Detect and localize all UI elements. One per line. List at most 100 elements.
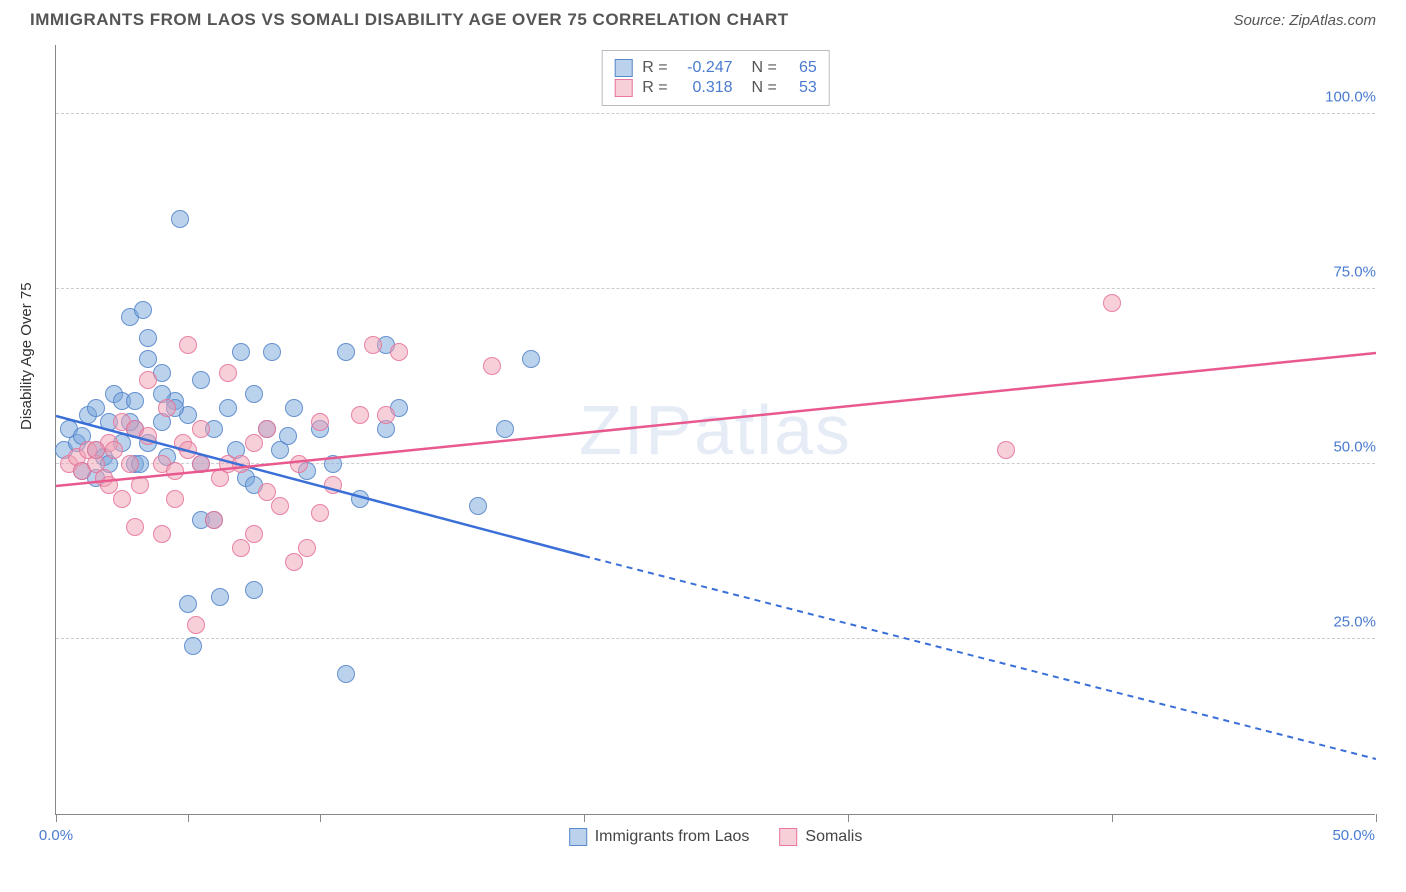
gridline (56, 113, 1375, 114)
y-tick-label: 75.0% (1329, 264, 1380, 281)
data-point (153, 525, 171, 543)
data-point (311, 504, 329, 522)
source-credit: Source: ZipAtlas.com (1233, 12, 1376, 29)
gridline (56, 463, 1375, 464)
series-legend: Immigrants from Laos Somalis (569, 828, 863, 846)
data-point (232, 455, 250, 473)
stat-n-value: 65 (787, 59, 817, 77)
data-point (100, 476, 118, 494)
data-point (205, 511, 223, 529)
data-point (87, 441, 105, 459)
data-point (245, 525, 263, 543)
data-point (351, 490, 369, 508)
data-point (232, 343, 250, 361)
data-point (469, 497, 487, 515)
stat-n-label: N = (743, 79, 777, 97)
data-point (245, 385, 263, 403)
data-point (337, 343, 355, 361)
data-point (271, 497, 289, 515)
data-point (219, 399, 237, 417)
data-point (131, 476, 149, 494)
data-point (298, 539, 316, 557)
data-point (324, 476, 342, 494)
data-point (166, 462, 184, 480)
data-point (290, 455, 308, 473)
stat-n-label: N = (743, 59, 777, 77)
data-point (364, 336, 382, 354)
data-point (258, 483, 276, 501)
y-tick-label: 100.0% (1321, 89, 1380, 106)
data-point (105, 441, 123, 459)
x-tick (1376, 814, 1377, 822)
stat-n-value: 53 (787, 79, 817, 97)
legend-item: Somalis (779, 828, 862, 846)
correlation-chart: ZIPatlas 25.0%50.0%75.0%100.0%0.0%50.0% … (55, 45, 1375, 815)
legend-label: Immigrants from Laos (595, 828, 750, 846)
x-tick (848, 814, 849, 822)
x-tick (188, 814, 189, 822)
data-point (187, 616, 205, 634)
data-point (134, 301, 152, 319)
data-point (997, 441, 1015, 459)
stats-legend-row: R = -0.247 N = 65 (614, 59, 817, 77)
data-point (126, 518, 144, 536)
data-point (179, 336, 197, 354)
data-point (1103, 294, 1121, 312)
legend-item: Immigrants from Laos (569, 828, 750, 846)
data-point (285, 553, 303, 571)
x-tick (1112, 814, 1113, 822)
data-point (351, 406, 369, 424)
data-point (219, 364, 237, 382)
y-tick-label: 50.0% (1329, 439, 1380, 456)
trend-lines (56, 45, 1376, 815)
watermark-text: ZIPatlas (579, 390, 852, 470)
x-tick-label: 50.0% (1332, 827, 1375, 844)
legend-swatch (569, 828, 587, 846)
data-point (483, 357, 501, 375)
data-point (139, 427, 157, 445)
data-point (139, 329, 157, 347)
data-point (522, 350, 540, 368)
chart-title: IMMIGRANTS FROM LAOS VS SOMALI DISABILIT… (30, 10, 789, 30)
x-tick-label: 0.0% (39, 827, 73, 844)
y-axis-title: Disability Age Over 75 (18, 282, 35, 430)
data-point (311, 413, 329, 431)
data-point (192, 371, 210, 389)
stat-r-label: R = (642, 59, 667, 77)
data-point (139, 371, 157, 389)
legend-swatch (614, 59, 632, 77)
data-point (258, 420, 276, 438)
data-point (279, 427, 297, 445)
stat-r-value: -0.247 (678, 59, 733, 77)
x-tick (584, 814, 585, 822)
x-tick (320, 814, 321, 822)
data-point (245, 434, 263, 452)
data-point (113, 490, 131, 508)
gridline (56, 288, 1375, 289)
data-point (121, 455, 139, 473)
gridline (56, 638, 1375, 639)
stat-r-label: R = (642, 79, 667, 97)
stats-legend-row: R = 0.318 N = 53 (614, 79, 817, 97)
data-point (337, 665, 355, 683)
data-point (211, 588, 229, 606)
data-point (158, 399, 176, 417)
data-point (171, 210, 189, 228)
data-point (285, 399, 303, 417)
data-point (496, 420, 514, 438)
data-point (263, 343, 281, 361)
legend-label: Somalis (805, 828, 862, 846)
data-point (192, 420, 210, 438)
y-tick-label: 25.0% (1329, 614, 1380, 631)
data-point (377, 406, 395, 424)
legend-swatch (779, 828, 797, 846)
stats-legend: R = -0.247 N = 65 R = 0.318 N = 53 (601, 50, 830, 106)
data-point (166, 490, 184, 508)
data-point (179, 595, 197, 613)
data-point (390, 343, 408, 361)
legend-swatch (614, 79, 632, 97)
x-tick (56, 814, 57, 822)
data-point (126, 392, 144, 410)
data-point (179, 441, 197, 459)
data-point (184, 637, 202, 655)
